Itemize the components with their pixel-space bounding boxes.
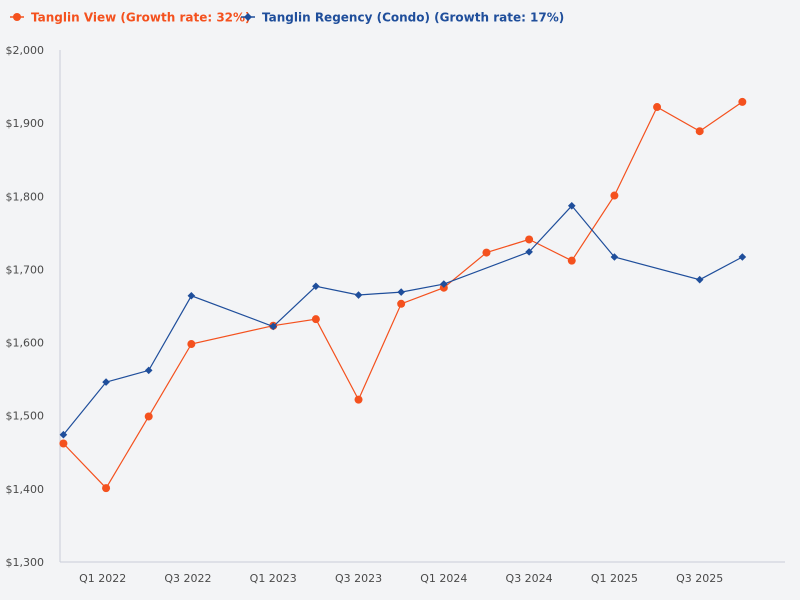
x-tick-label: Q3 2025 [676, 572, 723, 585]
data-point[interactable] [525, 248, 533, 256]
data-point[interactable] [482, 248, 491, 257]
x-tick-label: Q1 2025 [591, 572, 638, 585]
x-axis-ticks: Q1 2022 Q3 2022 Q1 2023 Q3 2023 Q1 2024 Q3 20… [79, 572, 723, 585]
data-point[interactable] [102, 378, 110, 386]
data-point[interactable] [567, 201, 576, 210]
y-axis-ticks: $1,300 $1,400 $1,500 $1,600 $1,700 $1,800 $1,9… [6, 44, 45, 569]
data-point[interactable] [312, 282, 320, 291]
x-tick-label: Q1 2022 [79, 572, 126, 585]
data-point[interactable] [567, 256, 576, 265]
legend: Tanglin View (Growth rate: 32%) Tanglin … [10, 11, 564, 25]
data-point[interactable] [144, 412, 153, 421]
series-0 [59, 97, 747, 493]
legend-label-tanglin-regency: Tanglin Regency (Condo) (Growth rate: 17… [262, 11, 564, 25]
data-point[interactable] [738, 253, 747, 261]
data-point[interactable] [311, 315, 320, 324]
data-point[interactable] [59, 430, 68, 439]
data-point[interactable] [144, 366, 153, 375]
data-point[interactable] [738, 97, 747, 106]
data-point[interactable] [440, 280, 448, 288]
data-point[interactable] [397, 299, 406, 308]
data-point[interactable] [653, 103, 662, 112]
y-tick-label: $1,400 [6, 483, 45, 496]
data-point[interactable] [354, 395, 363, 404]
y-tick-label: $2,000 [6, 44, 45, 57]
y-tick-label: $1,700 [6, 263, 45, 276]
data-point[interactable] [102, 484, 111, 493]
data-point[interactable] [187, 291, 196, 300]
data-point[interactable] [610, 253, 619, 261]
x-tick-label: Q1 2024 [420, 572, 467, 585]
x-tick-label: Q3 2024 [506, 572, 553, 585]
series-line [62, 204, 743, 436]
legend-circle-marker-icon [13, 13, 21, 21]
legend-item-tanglin-regency[interactable]: Tanglin Regency (Condo) (Growth rate: 17… [241, 11, 564, 25]
y-tick-label: $1,600 [6, 337, 45, 350]
data-point[interactable] [610, 191, 619, 200]
data-point[interactable] [354, 291, 363, 299]
data-point[interactable] [695, 275, 704, 284]
data-point[interactable] [397, 288, 405, 296]
y-tick-label: $1,800 [6, 190, 45, 203]
data-point[interactable] [525, 235, 534, 244]
x-tick-label: Q3 2023 [335, 572, 382, 585]
series-1 [59, 201, 747, 439]
y-tick-label: $1,300 [6, 556, 45, 569]
data-point[interactable] [695, 127, 704, 136]
y-tick-label: $1,900 [6, 117, 45, 130]
series-layer [59, 97, 747, 493]
x-tick-label: Q1 2023 [250, 572, 297, 585]
legend-label-tanglin-view: Tanglin View (Growth rate: 32%) [31, 11, 251, 25]
data-point[interactable] [187, 340, 196, 349]
legend-item-tanglin-view[interactable]: Tanglin View (Growth rate: 32%) [10, 11, 251, 25]
data-point[interactable] [59, 439, 68, 448]
data-point[interactable] [269, 322, 278, 331]
x-tick-label: Q3 2022 [164, 572, 211, 585]
legend-diamond-marker-icon [244, 13, 252, 21]
series-line [62, 101, 743, 490]
y-tick-label: $1,500 [6, 410, 45, 423]
